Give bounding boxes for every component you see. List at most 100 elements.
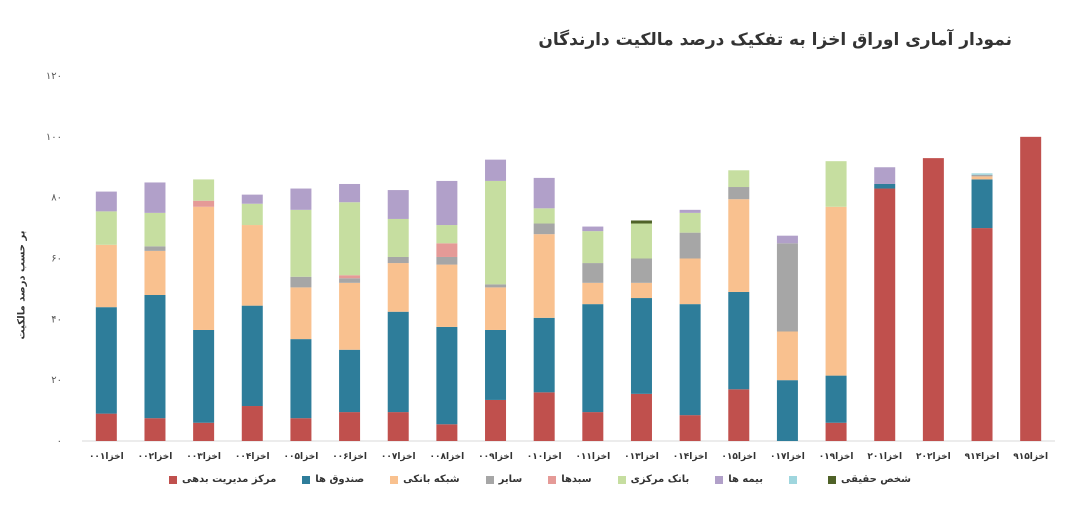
x-tick-label: اخزا۰۰۴ — [235, 452, 270, 462]
bar-segment — [825, 375, 847, 423]
bar-segment — [241, 225, 263, 306]
legend-swatch — [169, 475, 178, 484]
bar-segment — [485, 287, 507, 330]
bar-segment — [144, 246, 166, 251]
x-tick-label: اخزا۰۰۱ — [89, 452, 124, 462]
bar-segment — [679, 258, 701, 305]
bar-segment — [728, 170, 750, 188]
bar-segment — [582, 231, 604, 264]
bar-segment — [95, 413, 117, 441]
legend-swatch — [485, 475, 494, 484]
legend-swatch — [548, 475, 557, 484]
bar-segment — [436, 180, 458, 226]
bar-segment — [95, 191, 117, 212]
bar-segment — [339, 412, 361, 441]
legend-swatch — [617, 475, 626, 484]
bar-segment — [290, 276, 312, 288]
bar-segment — [582, 304, 604, 413]
bar-segment — [339, 275, 361, 279]
legend-label: بانک مرکزی — [630, 474, 690, 485]
legend-item: سبدها — [548, 474, 592, 485]
legend-item: شخص حقیقی — [828, 474, 911, 485]
bar-segment — [582, 226, 604, 232]
bar-segment — [144, 295, 166, 419]
bar-segment — [582, 263, 604, 283]
bar-segment — [1020, 136, 1042, 442]
bar-segment — [825, 161, 847, 207]
bar-segment — [290, 209, 312, 277]
bar-segment — [776, 243, 798, 332]
bar-segment — [387, 256, 409, 264]
bar-segment — [144, 182, 166, 213]
bar-segment — [533, 177, 555, 209]
y-tick-label: ۱۰۰ — [46, 132, 62, 143]
bar-segment — [339, 349, 361, 413]
bar-segment — [679, 212, 701, 233]
bar-segment — [290, 287, 312, 340]
x-tick-label: اخزا۰۰۸ — [430, 452, 465, 462]
bar-segment — [95, 307, 117, 414]
x-tick-label: اخزا۲۰۱ — [867, 452, 902, 462]
chart-title: نمودار آماری اوراق اخزا به تفکیک درصد ما… — [538, 30, 1012, 50]
legend-label: شبکه بانکی — [403, 474, 460, 485]
y-tick-label: ۰ — [57, 436, 62, 447]
bar-segment — [485, 329, 507, 400]
y-tick-label: ۸۰ — [51, 193, 62, 204]
legend-item: بیمه ها — [715, 474, 763, 485]
bar-segment — [728, 291, 750, 390]
bar-segment — [485, 180, 507, 285]
x-tick-label: اخزا۰۰۲ — [138, 452, 173, 462]
legend-item: شبکه بانکی — [390, 474, 460, 485]
bar-segment — [776, 235, 798, 244]
bar-segment — [630, 220, 652, 224]
bar-segment — [679, 209, 701, 213]
bar-segment — [630, 393, 652, 441]
legend-item: صندوق ها — [302, 474, 364, 485]
bar-segment — [485, 159, 507, 181]
bar-segment — [193, 329, 215, 423]
bar-segment — [971, 228, 993, 441]
bar-segment — [874, 167, 896, 184]
bar-segment — [728, 199, 750, 292]
bar-segment — [290, 339, 312, 419]
bar-segment — [290, 188, 312, 210]
bar-segment — [144, 250, 166, 295]
bar-segment — [193, 206, 215, 330]
bar-segment — [533, 234, 555, 318]
bar-segment — [874, 188, 896, 441]
x-tick-label: اخزا۰۰۹ — [478, 452, 513, 462]
x-tick-label: اخزا۰۰۷ — [381, 452, 416, 462]
bar-segment — [436, 326, 458, 425]
bar-segment — [144, 418, 166, 441]
bar-segment — [241, 305, 263, 407]
bar-segment — [630, 258, 652, 283]
bar-segment — [95, 244, 117, 308]
bar-segment — [436, 225, 458, 244]
bar-segment — [290, 418, 312, 441]
chart-plot: ۰ ۲۰ ۴۰ ۶۰ ۸۰ ۱۰۰ ۱۲۰ اخزا۰۰۱ اخزا۰۰۲ اخزا۰۰۳ اخزا… — [46, 71, 1055, 462]
bar-segment — [874, 183, 896, 189]
x-tick-label: اخزا۰۱۷ — [770, 452, 805, 462]
bar-segment — [630, 282, 652, 299]
bar-segment — [971, 173, 993, 175]
x-tick-label: اخزا۰۱۴ — [673, 452, 708, 462]
bar-segment — [241, 194, 263, 204]
bar-segment — [95, 211, 117, 245]
x-tick-label: اخزا۰۱۵ — [721, 452, 756, 462]
bar-segment — [193, 179, 215, 201]
bar-segment — [971, 174, 993, 177]
x-tick-label: اخزا۰۱۱ — [575, 452, 610, 462]
bar-segment — [728, 389, 750, 441]
x-tick-label: اخزا۹۱۵ — [1013, 452, 1048, 462]
bar-segment — [436, 264, 458, 327]
legend-swatch — [789, 475, 797, 484]
bar-segment — [582, 412, 604, 441]
bar-segment — [971, 179, 993, 229]
bar-segment — [728, 187, 750, 200]
bar-segment — [630, 298, 652, 394]
bar-segment — [922, 158, 944, 441]
legend-item: مرکز مدیریت بدهی — [169, 474, 276, 485]
x-tick-label: اخزا۰۱۰ — [527, 452, 562, 462]
bar-segment — [533, 223, 555, 235]
x-tick-label: اخزا۹۱۴ — [965, 452, 1000, 462]
